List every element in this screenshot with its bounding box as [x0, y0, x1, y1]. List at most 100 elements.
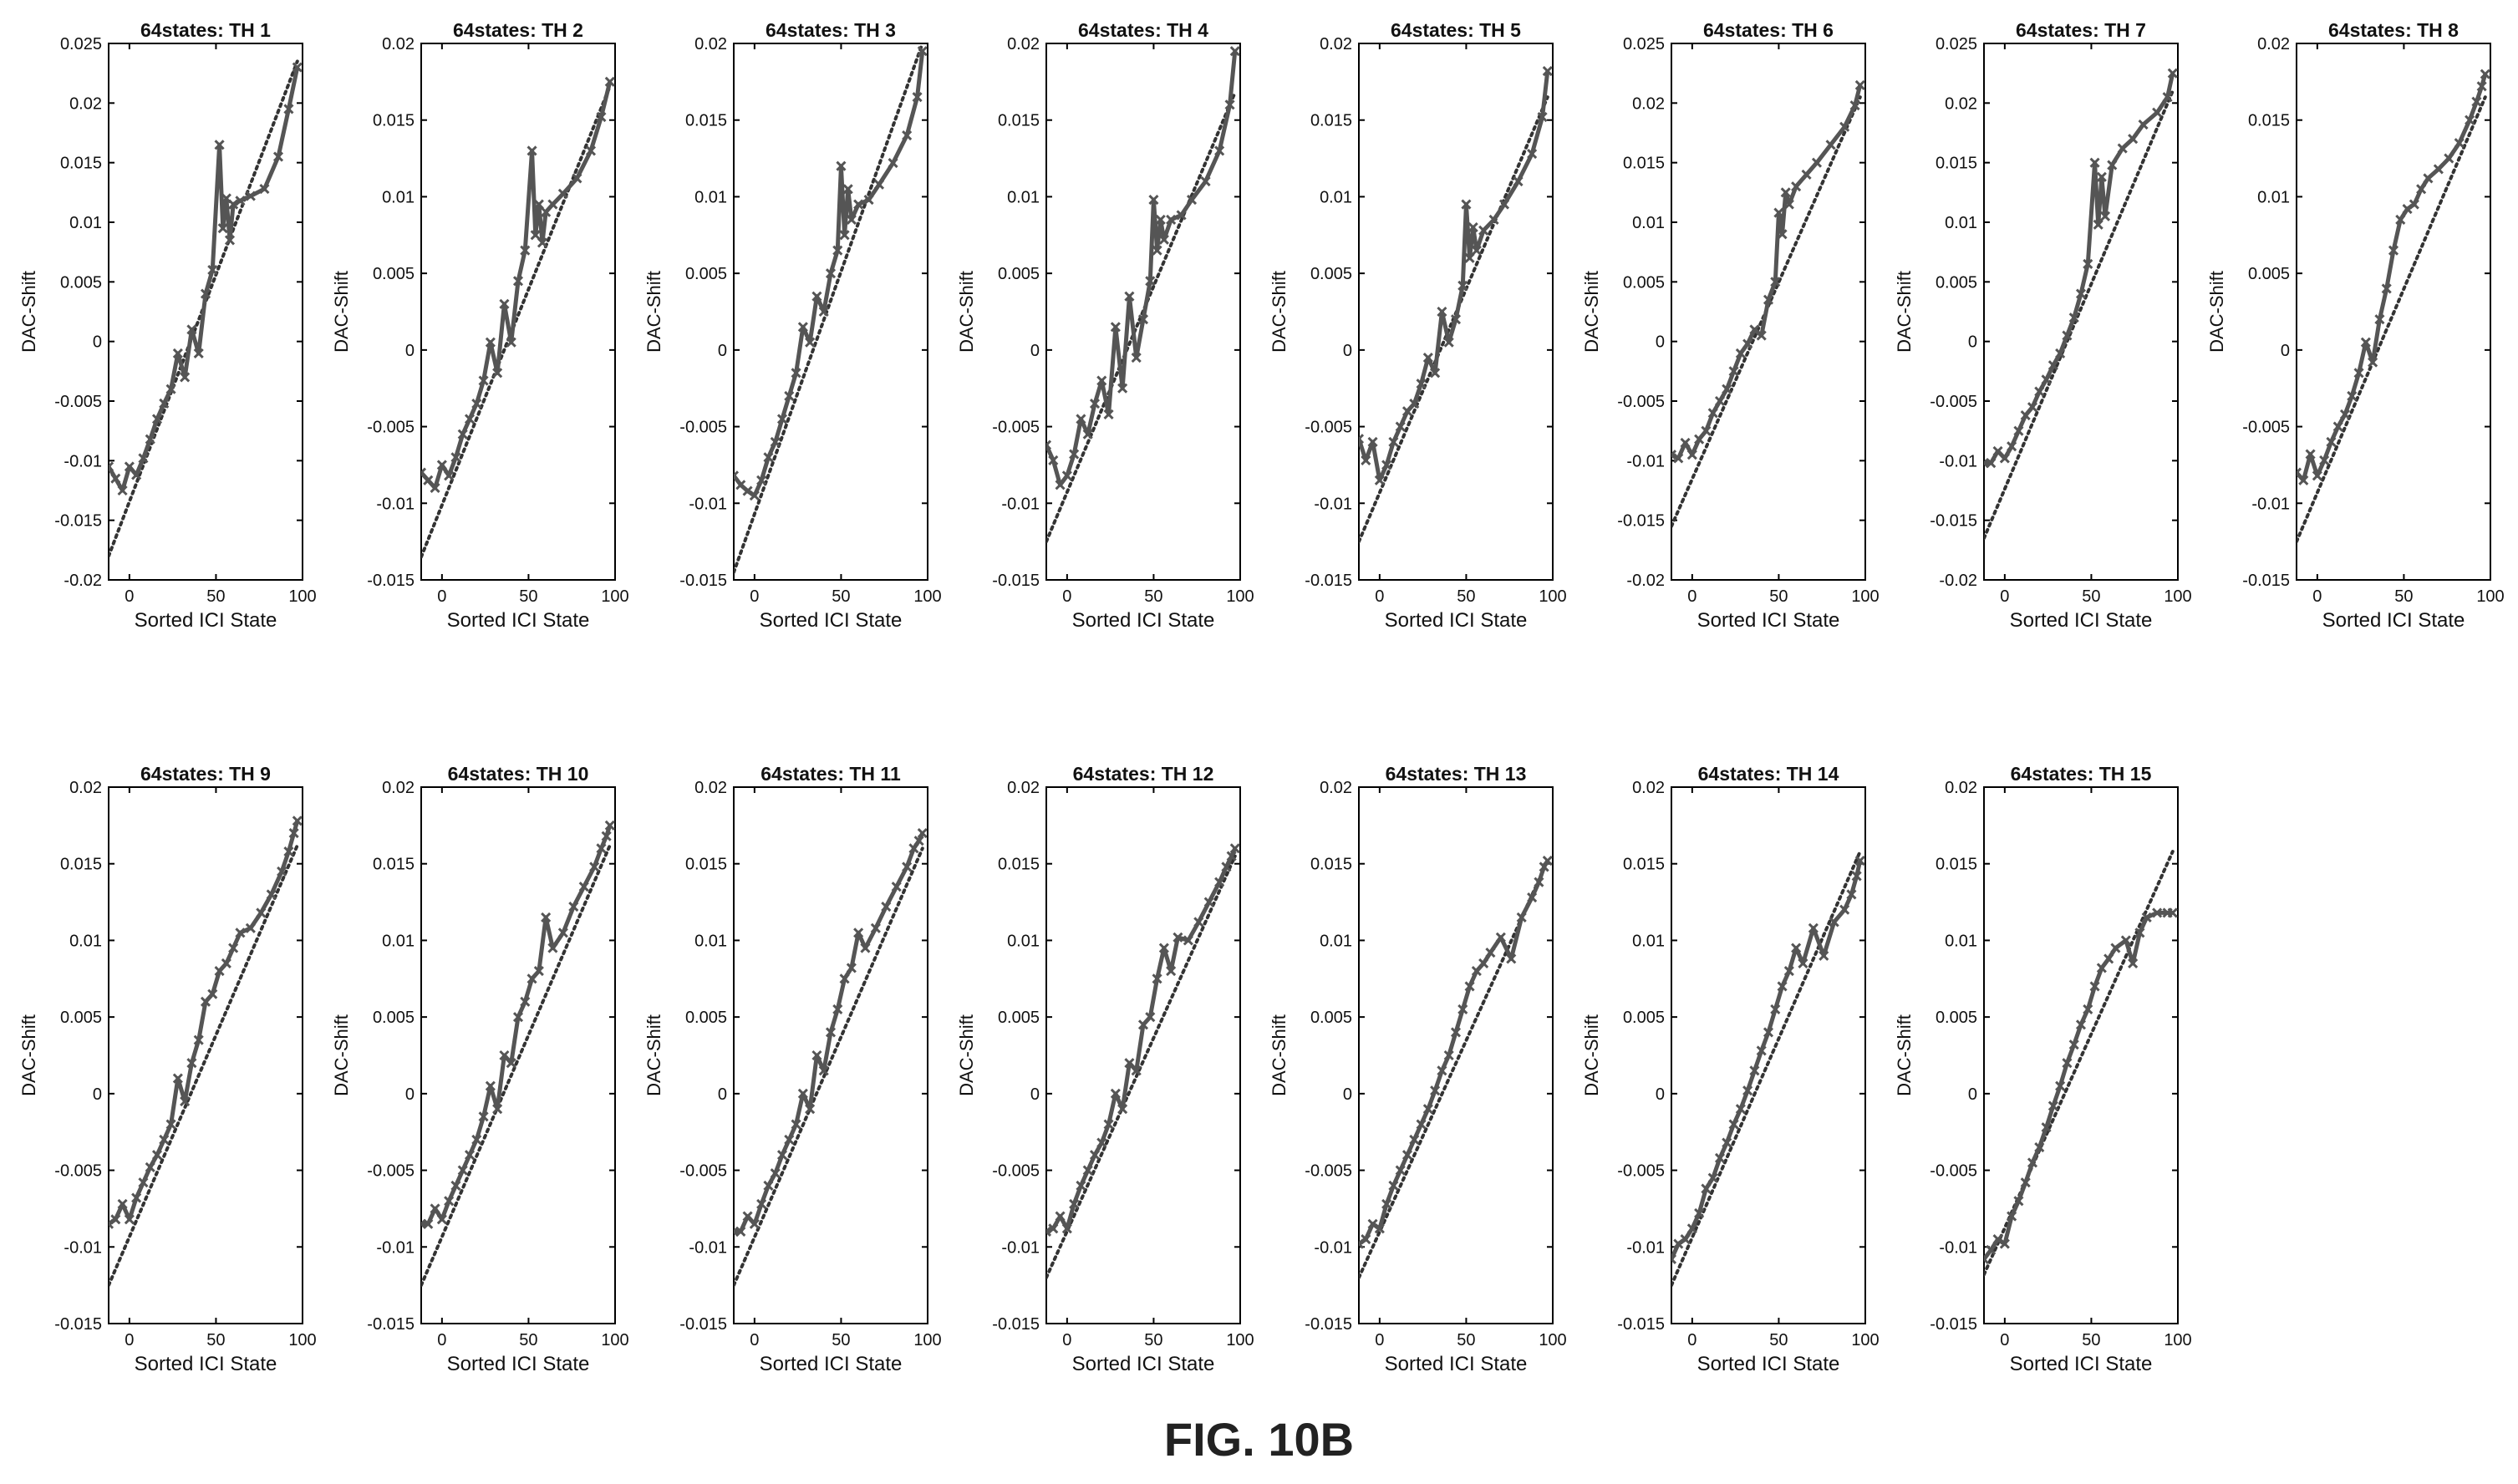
subplot-title: 64states: TH 5 [1391, 19, 1521, 41]
data-point [1374, 475, 1385, 485]
x-tick-label: 0 [1687, 587, 1696, 606]
y-tick-label: -0.01 [2251, 495, 2290, 513]
y-tick-label: -0.01 [64, 452, 102, 470]
y-tick-label: -0.005 [1617, 393, 1665, 411]
data-point [471, 1134, 482, 1145]
data-point [245, 922, 256, 933]
data-point [1176, 210, 1187, 221]
data-point [1839, 904, 1850, 915]
data-point [2416, 184, 2427, 195]
data-point [1117, 1104, 1128, 1115]
data-point [283, 104, 294, 114]
y-tick-label: 0.005 [998, 1009, 1040, 1027]
y-tick-label: 0.01 [382, 932, 415, 950]
data-point [1226, 851, 1237, 861]
data-point [193, 348, 204, 358]
data-point [1430, 368, 1441, 379]
data-point [1742, 1085, 1753, 1096]
data-point [1534, 877, 1544, 887]
x-axis-label: Sorted ICI State [1072, 609, 1215, 632]
data-point [2141, 912, 2152, 922]
data-point [797, 1088, 808, 1099]
data-point [2444, 153, 2454, 164]
data-point [1471, 245, 1482, 256]
y-tick-label: -0.015 [992, 572, 1040, 590]
axes-box [108, 43, 303, 581]
data-point [1055, 480, 1066, 490]
data-point [917, 46, 928, 57]
data-point [873, 179, 885, 190]
data-line [1046, 50, 1238, 487]
data-point [2007, 441, 2017, 452]
data-point [2047, 1100, 2058, 1111]
subplot-title: 64states: TH 10 [448, 763, 589, 785]
data-point [1443, 337, 1454, 348]
y-tick-label: -0.015 [54, 512, 102, 531]
data-point [1854, 79, 1865, 90]
data-point [2476, 81, 2487, 92]
data-point [165, 384, 176, 394]
y-tick-label: 0.015 [1936, 155, 1977, 173]
subplot: 64states: TH 8 -0.015 -0.01 -0.005 0 0.005 0.0… [2206, 19, 2505, 632]
data-point [464, 414, 476, 424]
y-tick-label: 0.005 [1310, 265, 1352, 283]
data-point [2068, 313, 2079, 323]
axes-box [1671, 786, 1866, 1324]
x-axis-label: Sorted ICI State [1072, 1353, 1215, 1375]
subplot: 64states: TH 9 -0.015 -0.01 -0.005 0 0.005 0.0… [18, 763, 317, 1375]
data-point [1224, 99, 1235, 110]
data-point [151, 414, 163, 424]
data-point [2099, 211, 2111, 221]
data-point [1069, 1198, 1080, 1209]
data-point [2433, 164, 2444, 175]
y-tick-label: 0 [2281, 342, 2290, 360]
data-point [145, 1161, 155, 1172]
data-line [109, 67, 300, 493]
data-point [1229, 46, 1240, 57]
data-point [2020, 1177, 2031, 1188]
y-tick-label: -0.015 [1305, 572, 1352, 590]
axes-box [733, 786, 928, 1324]
y-tick-label: -0.005 [1305, 1162, 1352, 1181]
y-axis-label: DAC-Shift [1581, 1014, 1602, 1096]
data-point [1229, 843, 1240, 854]
y-axis-label: DAC-Shift [643, 1014, 664, 1096]
data-point [791, 1119, 801, 1130]
axes-box [2296, 43, 2491, 581]
y-axis-label: DAC-Shift [331, 271, 352, 353]
y-tick-label: 0.02 [1320, 779, 1352, 797]
data-point [1686, 1223, 1697, 1234]
data-point [1089, 398, 1101, 409]
y-tick-label: -0.005 [2242, 419, 2290, 437]
subplot: 64states: TH 4 -0.015 -0.01 -0.005 0 0.005 0.0… [956, 19, 1254, 632]
data-point [1539, 861, 1549, 872]
y-tick-label: 0 [1968, 1085, 1977, 1104]
data-point [421, 467, 427, 478]
data-point [839, 973, 850, 984]
data-point [1148, 195, 1159, 206]
data-point [1680, 437, 1691, 448]
data-point [266, 889, 277, 900]
data-point [1527, 892, 1538, 903]
y-tick-label: 0.015 [60, 856, 102, 874]
data-point [2068, 1039, 2079, 1050]
data-point [1498, 199, 1510, 210]
data-point [1416, 379, 1427, 389]
data-point [2465, 114, 2475, 125]
data-point [526, 973, 537, 984]
subplot-title: 64states: TH 14 [1698, 763, 1839, 785]
data-point [1478, 225, 1489, 236]
data-point [818, 1065, 829, 1076]
data-point [1082, 1165, 1093, 1176]
data-point [2041, 1122, 2052, 1133]
data-point [1061, 470, 1072, 481]
data-point [537, 237, 548, 248]
subplot: 64states: TH 3 -0.015 -0.01 -0.005 0 0.005 0.0… [643, 19, 942, 632]
subplot: 64states: TH 10 -0.015 -0.01 -0.005 0 0.005 0.… [331, 763, 629, 1375]
x-axis-label: Sorted ICI State [135, 609, 277, 632]
data-line [1984, 73, 2175, 465]
data-point [1801, 169, 1812, 180]
data-point [256, 907, 267, 918]
y-tick-label: 0.02 [69, 779, 102, 797]
data-point [1103, 409, 1114, 419]
